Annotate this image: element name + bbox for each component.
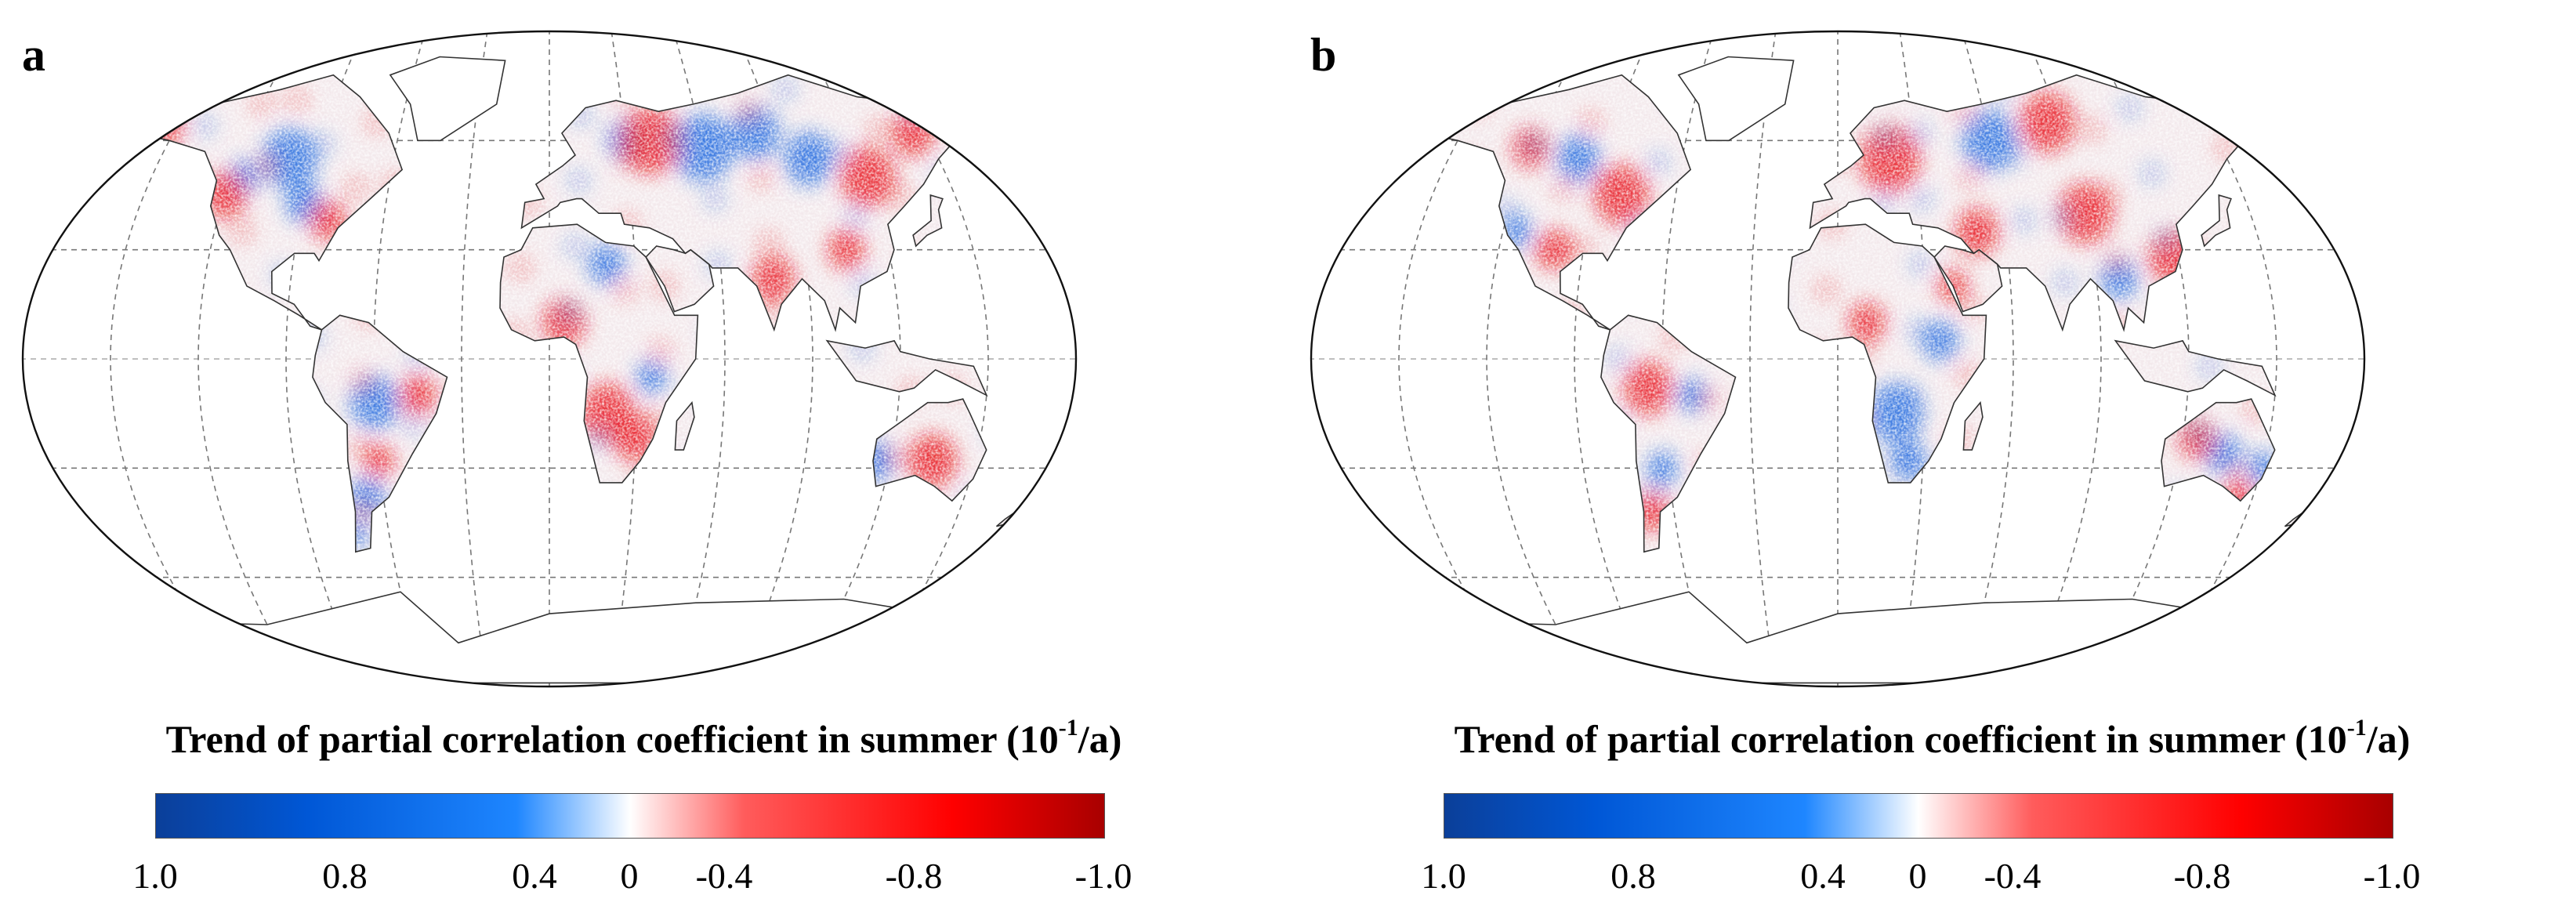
- coastline-arabia: [1933, 245, 2003, 313]
- coastline-europe-asia: [520, 74, 997, 332]
- legend-title-text: Trend of partial correlation coefficient…: [1454, 717, 2347, 761]
- tick-label: 0.8: [1610, 856, 1656, 896]
- panel-label: b: [1310, 29, 1337, 81]
- tick-label: 0: [620, 856, 639, 896]
- coastline-africa: [1788, 223, 1987, 484]
- map-panel-a: a Trend of partial correlation coefficie…: [0, 29, 1288, 896]
- coastline-greenland: [389, 56, 506, 142]
- tick-label: -0.4: [1984, 856, 2042, 896]
- legend-title-exponent: -1: [2346, 715, 2367, 741]
- tick-label: 0.4: [1800, 856, 1846, 896]
- coastline-australia: [2161, 398, 2276, 502]
- colorbar: [155, 793, 1105, 839]
- coastline-japan: [2201, 194, 2232, 248]
- tick-label: -0.8: [2173, 856, 2231, 896]
- tick-label: 0.8: [322, 856, 368, 896]
- coastline-madagascar: [674, 400, 695, 451]
- tick-label: -0.4: [695, 856, 753, 896]
- meridian-line: [859, 31, 989, 687]
- tick-label: -0.8: [885, 856, 943, 896]
- legend-title: Trend of partial correlation coefficient…: [0, 716, 1288, 761]
- coastline-indonesia: [825, 339, 988, 397]
- world-map-a: [21, 30, 1078, 688]
- meridian-line: [1661, 31, 1715, 687]
- map-frame: [21, 30, 1078, 688]
- legend-title-unit: /a): [1078, 717, 1122, 761]
- legend-title-unit: /a): [2366, 717, 2411, 761]
- coastline-africa: [499, 223, 699, 484]
- tick-label: 1.0: [132, 856, 178, 896]
- meridian-line: [461, 31, 488, 687]
- coastline-greenland: [1677, 56, 1795, 142]
- tick-label: -1.0: [2363, 856, 2421, 896]
- coastline-arabia: [645, 245, 715, 313]
- coastline-south-america: [1600, 314, 1737, 553]
- coastline-europe-asia: [1809, 74, 2285, 332]
- trend-speckle: [1467, 92, 1490, 115]
- meridian-line: [1398, 31, 1528, 687]
- coastline-south-america: [312, 314, 448, 553]
- tick-label: -1.0: [1074, 856, 1132, 896]
- tick-label: 1.0: [1421, 856, 1466, 896]
- coastline-north-america: [1422, 74, 1692, 331]
- legend-title-text: Trend of partial correlation coefficient…: [165, 717, 1059, 761]
- coastline-madagascar: [1962, 400, 1984, 451]
- panel-label: a: [22, 29, 45, 81]
- coastline-north-america: [134, 74, 404, 331]
- trend-speckle: [1424, 114, 1429, 137]
- tick-label: 0.4: [512, 856, 557, 896]
- map-panel-b: b Trend of partial correlation coefficie…: [1288, 0, 2576, 913]
- legend-title-exponent: -1: [1058, 715, 1078, 741]
- map-frame: [1310, 30, 2366, 688]
- tick-label: 0: [1908, 856, 1927, 896]
- meridian-line: [2147, 31, 2277, 687]
- meridian-line: [110, 31, 240, 687]
- coastline-japan: [912, 194, 944, 248]
- world-map-b: [1310, 30, 2366, 688]
- trend-speckle: [902, 96, 925, 119]
- coastline-indonesia: [2114, 339, 2277, 397]
- meridian-line: [1749, 31, 1777, 687]
- colorbar: [1444, 793, 2393, 839]
- legend-title: Trend of partial correlation coefficient…: [1288, 716, 2576, 761]
- coastline-australia: [872, 398, 987, 502]
- meridian-line: [373, 31, 426, 687]
